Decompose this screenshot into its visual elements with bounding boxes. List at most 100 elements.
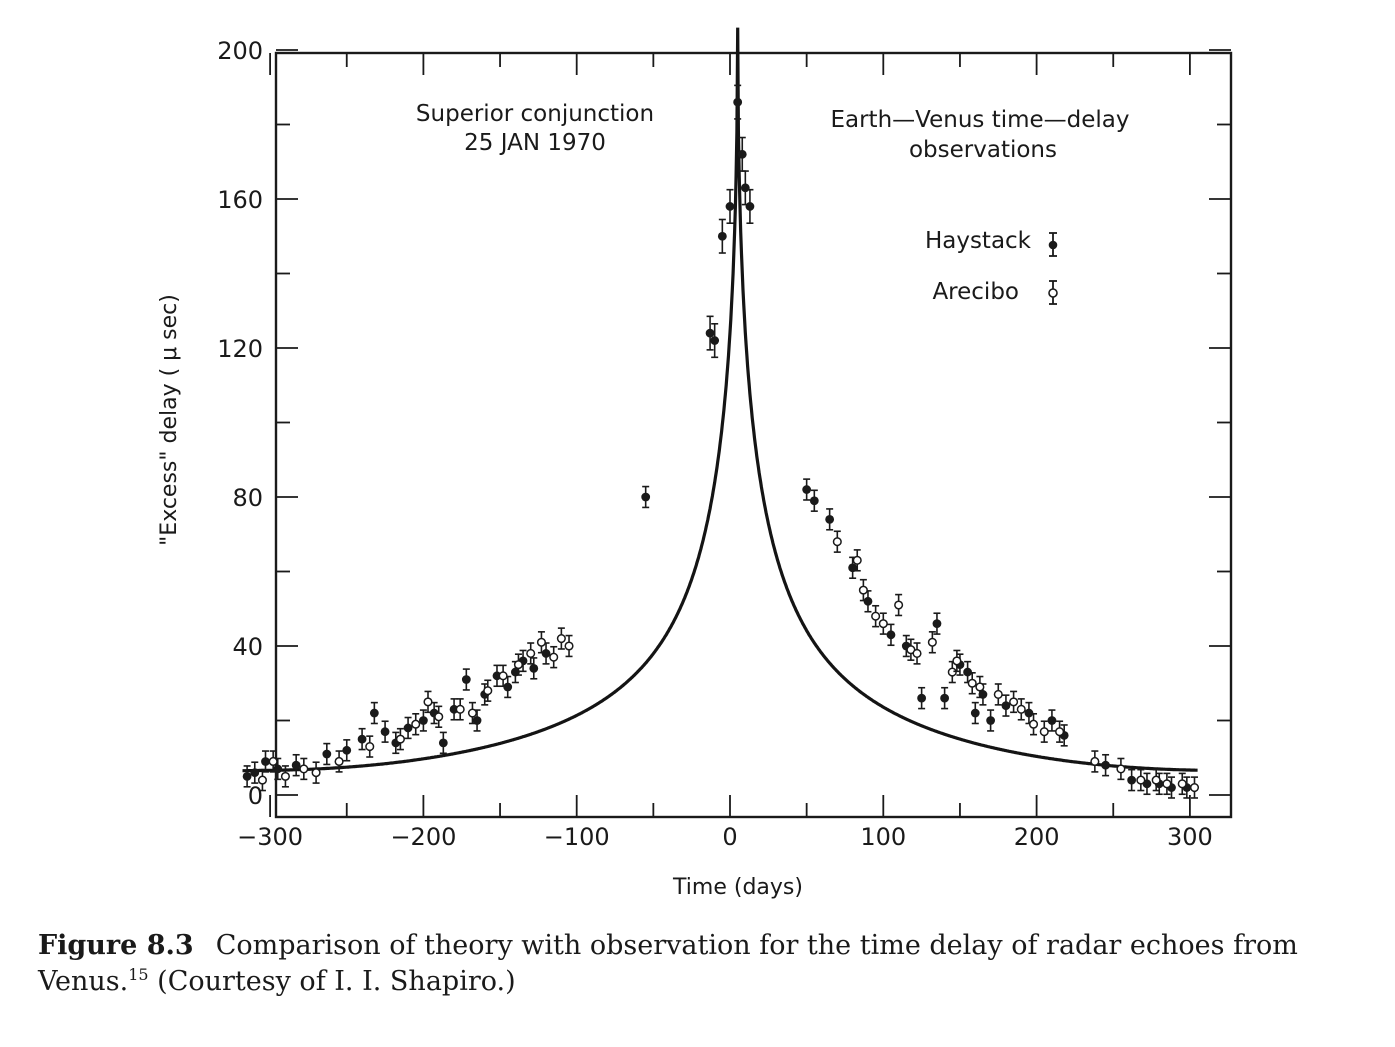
data-points xyxy=(242,84,1200,799)
x-tick-label: 100 xyxy=(860,823,906,851)
haystack-point xyxy=(250,761,260,784)
arecibo-point xyxy=(556,627,566,650)
y-tick-label: 120 xyxy=(217,335,263,363)
arecibo-point xyxy=(1116,757,1126,781)
arecibo-point xyxy=(395,727,405,751)
arecibo-point xyxy=(1028,712,1039,736)
haystack-point xyxy=(1047,709,1057,732)
legend-arecibo-label: Arecibo xyxy=(932,279,1019,305)
haystack-point xyxy=(963,660,973,684)
figure-caption: Figure 8.3 Comparison of theory with obse… xyxy=(38,928,1368,1000)
haystack-point xyxy=(438,731,448,755)
arecibo-point xyxy=(967,672,977,695)
haystack-point xyxy=(970,701,980,725)
caption-credit: (Courtesy of I. I. Shapiro.) xyxy=(157,966,516,997)
caption-reference: 15 xyxy=(128,965,149,984)
haystack-point xyxy=(419,709,428,732)
haystack-point xyxy=(342,739,352,762)
annotation-conjunction-line1: Superior conjunction xyxy=(416,101,654,127)
haystack-point xyxy=(641,485,651,509)
haystack-point xyxy=(1001,694,1011,717)
y-tick-label: 0 xyxy=(248,782,263,810)
annotation-observations-line1: Earth—Venus time—delay xyxy=(830,107,1129,133)
x-tick-label: −200 xyxy=(390,823,456,851)
arecibo-point xyxy=(257,768,267,792)
haystack-point xyxy=(242,765,252,788)
haystack-point xyxy=(886,623,896,647)
x-tick-label: 300 xyxy=(1167,823,1213,851)
arecibo-point xyxy=(455,698,465,721)
arecibo-point xyxy=(513,653,523,676)
haystack-point xyxy=(529,657,539,680)
haystack-point xyxy=(863,590,873,613)
arecibo-point xyxy=(993,683,1003,706)
arecibo-point xyxy=(536,631,546,654)
arecibo-point xyxy=(498,664,508,688)
arecibo-point xyxy=(852,549,862,572)
arecibo-point xyxy=(526,642,536,665)
x-tick-label: −300 xyxy=(237,823,303,851)
haystack-point xyxy=(369,701,379,725)
haystack-point xyxy=(809,489,819,512)
haystack-point xyxy=(322,742,332,766)
x-tick-label: 200 xyxy=(1014,823,1060,851)
arecibo-point xyxy=(1162,772,1172,796)
arecibo-point xyxy=(467,701,478,725)
arecibo-point xyxy=(858,578,868,602)
axis-ticks xyxy=(269,49,1231,817)
arecibo-point xyxy=(280,765,290,788)
caption-text: Comparison of theory with observation fo… xyxy=(38,930,1298,997)
arecibo-point xyxy=(334,750,344,773)
arecibo-point xyxy=(299,757,309,781)
haystack-point xyxy=(940,686,950,710)
arecibo-point xyxy=(549,645,559,669)
arecibo-point xyxy=(423,690,433,714)
arecibo-point xyxy=(906,638,916,661)
arecibo-point xyxy=(268,750,278,773)
y-tick-labels: 0 40 80 120 160 200 xyxy=(217,37,263,810)
time-delay-chart: −300 −200 −100 0 100 200 300 0 40 80 120 160 200 Su… xyxy=(157,27,1233,900)
arecibo-point xyxy=(1039,720,1049,743)
arecibo-point xyxy=(832,530,842,553)
x-tick-label: 0 xyxy=(722,823,737,851)
haystack-point xyxy=(261,750,270,773)
haystack-point xyxy=(380,720,390,743)
arecibo-point xyxy=(564,634,574,658)
x-axis-label: Time (days) xyxy=(672,875,803,900)
arecibo-point xyxy=(975,675,985,699)
arecibo-point xyxy=(1090,750,1100,773)
haystack-point xyxy=(725,188,735,225)
arecibo-point xyxy=(434,705,444,729)
annotation-conjunction-line2: 25 JAN 1970 xyxy=(464,130,606,156)
arecibo-point xyxy=(927,631,937,654)
legend-haystack-marker xyxy=(1048,232,1058,257)
arecibo-point xyxy=(1055,720,1065,743)
y-tick-label: 40 xyxy=(232,633,263,661)
haystack-point xyxy=(461,668,471,691)
haystack-point xyxy=(403,716,413,740)
haystack-point xyxy=(932,612,942,635)
y-tick-label: 80 xyxy=(232,484,263,512)
haystack-point xyxy=(1127,768,1137,792)
arecibo-point xyxy=(1177,772,1187,796)
haystack-point xyxy=(745,188,755,225)
haystack-point xyxy=(802,478,812,501)
figure-label: Figure 8.3 xyxy=(38,930,194,961)
arecibo-point xyxy=(1016,698,1026,721)
arecibo-point xyxy=(871,604,881,628)
arecibo-point xyxy=(311,761,321,784)
y-tick-label: 160 xyxy=(217,186,263,214)
arecibo-point xyxy=(1189,776,1200,799)
legend-haystack-label: Haystack xyxy=(925,228,1032,254)
arecibo-point xyxy=(411,712,421,736)
arecibo-point xyxy=(894,593,904,617)
plot-frame xyxy=(274,51,1233,819)
haystack-point xyxy=(503,675,513,699)
arecibo-point xyxy=(365,735,375,758)
theory-curve xyxy=(242,27,1198,773)
haystack-point xyxy=(825,508,835,531)
x-tick-labels: −300 −200 −100 0 100 200 300 xyxy=(237,823,1213,851)
annotation-observations-line2: observations xyxy=(909,137,1057,163)
arecibo-point xyxy=(912,642,922,665)
haystack-point xyxy=(291,753,301,777)
